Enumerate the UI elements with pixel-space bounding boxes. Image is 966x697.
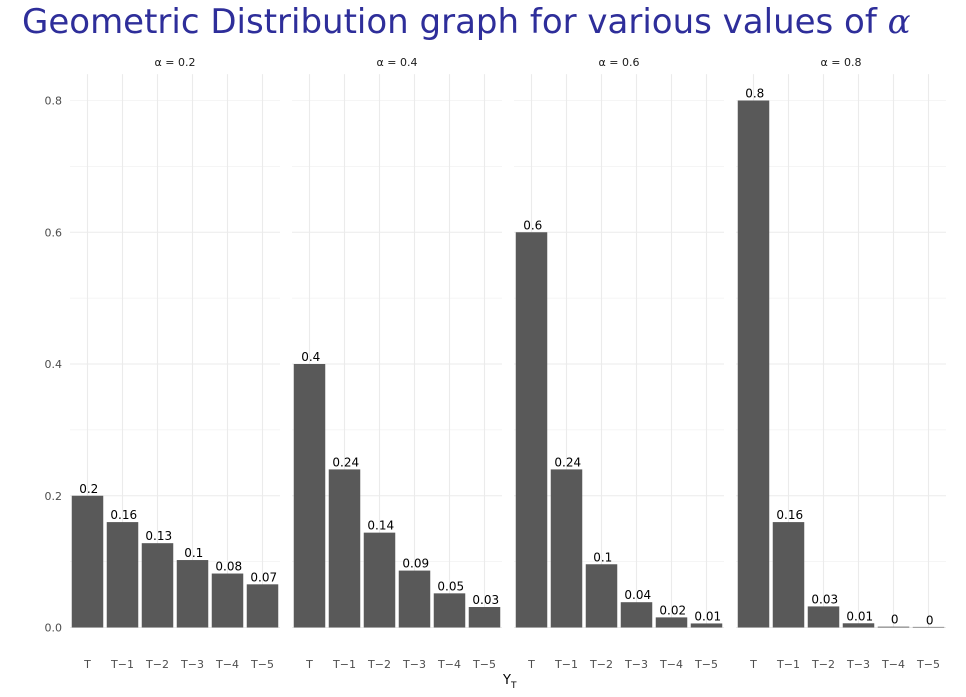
bar — [550, 469, 583, 628]
data-label: 0.24 — [332, 455, 359, 469]
data-label: 0.03 — [811, 592, 838, 606]
x-tick-label: T−4 — [881, 658, 905, 671]
x-tick-label: T−1 — [332, 658, 356, 671]
facet-panel: α = 0.2 0.2 0.16 0.13 0.1 0.08 0.07 T T−1 T−2 T−3 T… — [71, 56, 279, 671]
bar — [293, 364, 326, 628]
x-tick-label: T−5 — [250, 658, 274, 671]
data-label: 0 — [926, 613, 934, 627]
data-label: 0.6 — [523, 218, 542, 232]
x-tick-label: T−4 — [215, 658, 239, 671]
x-tick-label: T−2 — [589, 658, 613, 671]
x-tick-label: T−5 — [472, 658, 496, 671]
facet-strip-label: α = 0.6 — [599, 56, 640, 69]
title-text: Geometric Distribution graph for various… — [22, 2, 888, 42]
bar — [877, 626, 910, 628]
data-label: 0.2 — [79, 482, 98, 496]
y-tick-label: 0.6 — [45, 226, 63, 239]
data-label: 0.1 — [184, 546, 203, 560]
data-label: 0.04 — [624, 588, 651, 602]
data-label: 0.07 — [250, 570, 277, 584]
bar — [176, 560, 209, 628]
data-label: 0.03 — [472, 593, 499, 607]
x-tick-label: T−3 — [402, 658, 426, 671]
bar — [398, 570, 431, 628]
bar — [737, 100, 770, 628]
data-label: 0.01 — [846, 609, 873, 623]
x-tick-label: T−5 — [916, 658, 940, 671]
bar — [363, 532, 396, 628]
y-tick-label: 0.2 — [45, 490, 63, 503]
data-label: 0.8 — [745, 87, 764, 101]
y-tick-label: 0.4 — [45, 358, 63, 371]
x-tick-label: T−4 — [437, 658, 461, 671]
data-label: 0.4 — [301, 350, 320, 364]
data-label: 0.01 — [694, 609, 721, 623]
page-title: Geometric Distribution graph for various… — [22, 2, 911, 42]
data-label: 0.02 — [659, 603, 686, 617]
bar — [71, 495, 104, 628]
x-tick-label: T−1 — [554, 658, 578, 671]
data-label: 0.24 — [554, 455, 581, 469]
bar — [246, 584, 279, 628]
facet-strip-label: α = 0.4 — [377, 56, 418, 69]
x-tick-label: T−4 — [659, 658, 683, 671]
facet-panel: α = 0.4 0.4 0.24 0.14 0.09 0.05 0.03 T T−1 T−2 T−3… — [293, 56, 501, 671]
x-tick-label: T — [527, 658, 535, 671]
data-label: 0 — [891, 613, 899, 627]
bar — [433, 593, 466, 628]
x-tick-label: T−2 — [811, 658, 835, 671]
data-label: 0.13 — [145, 529, 172, 543]
x-tick-label: T−5 — [694, 658, 718, 671]
data-label: 0.09 — [402, 557, 429, 571]
x-tick-label: T−2 — [367, 658, 391, 671]
data-label: 0.08 — [215, 560, 242, 574]
x-tick-label: T−3 — [846, 658, 870, 671]
facet-strip-label: α = 0.8 — [821, 56, 862, 69]
facet-panel: α = 0.8 0.8 0.16 0.03 0.01 0 0 T T−1 T−2 T−3 T−4 T−5 — [737, 56, 945, 671]
bar — [141, 543, 174, 628]
y-tick-label: 0.8 — [45, 95, 63, 108]
x-axis-title: YT — [502, 673, 517, 691]
bar — [807, 606, 840, 628]
title-alpha-symbol: α — [887, 2, 911, 42]
data-label: 0.16 — [110, 508, 137, 522]
data-label: 0.14 — [367, 519, 394, 533]
bar — [772, 522, 805, 628]
grid-lines — [70, 74, 946, 629]
bar — [585, 564, 618, 628]
bar — [468, 607, 501, 628]
bar — [620, 602, 653, 628]
bar — [842, 623, 875, 628]
x-tick-label: T — [305, 658, 313, 671]
bar — [655, 617, 688, 628]
bar — [912, 626, 945, 628]
bar — [515, 232, 548, 628]
bar — [211, 573, 244, 628]
bar — [328, 469, 361, 628]
x-tick-label: T−3 — [180, 658, 204, 671]
x-tick-label: T — [83, 658, 91, 671]
y-tick-label: 0.0 — [45, 622, 63, 635]
x-tick-label: T−3 — [624, 658, 648, 671]
x-tick-label: T−2 — [145, 658, 169, 671]
facet-panel: α = 0.6 0.6 0.24 0.1 0.04 0.02 0.01 T T−1 T−2 T−3 T… — [515, 56, 723, 671]
data-label: 0.05 — [437, 579, 464, 593]
x-tick-label: T — [749, 658, 757, 671]
x-tick-label: T−1 — [110, 658, 134, 671]
bar — [690, 623, 723, 628]
x-tick-label: T−1 — [776, 658, 800, 671]
facet-strip-label: α = 0.2 — [155, 56, 196, 69]
bar — [106, 522, 139, 628]
data-label: 0.16 — [776, 508, 803, 522]
data-label: 0.1 — [593, 550, 612, 564]
